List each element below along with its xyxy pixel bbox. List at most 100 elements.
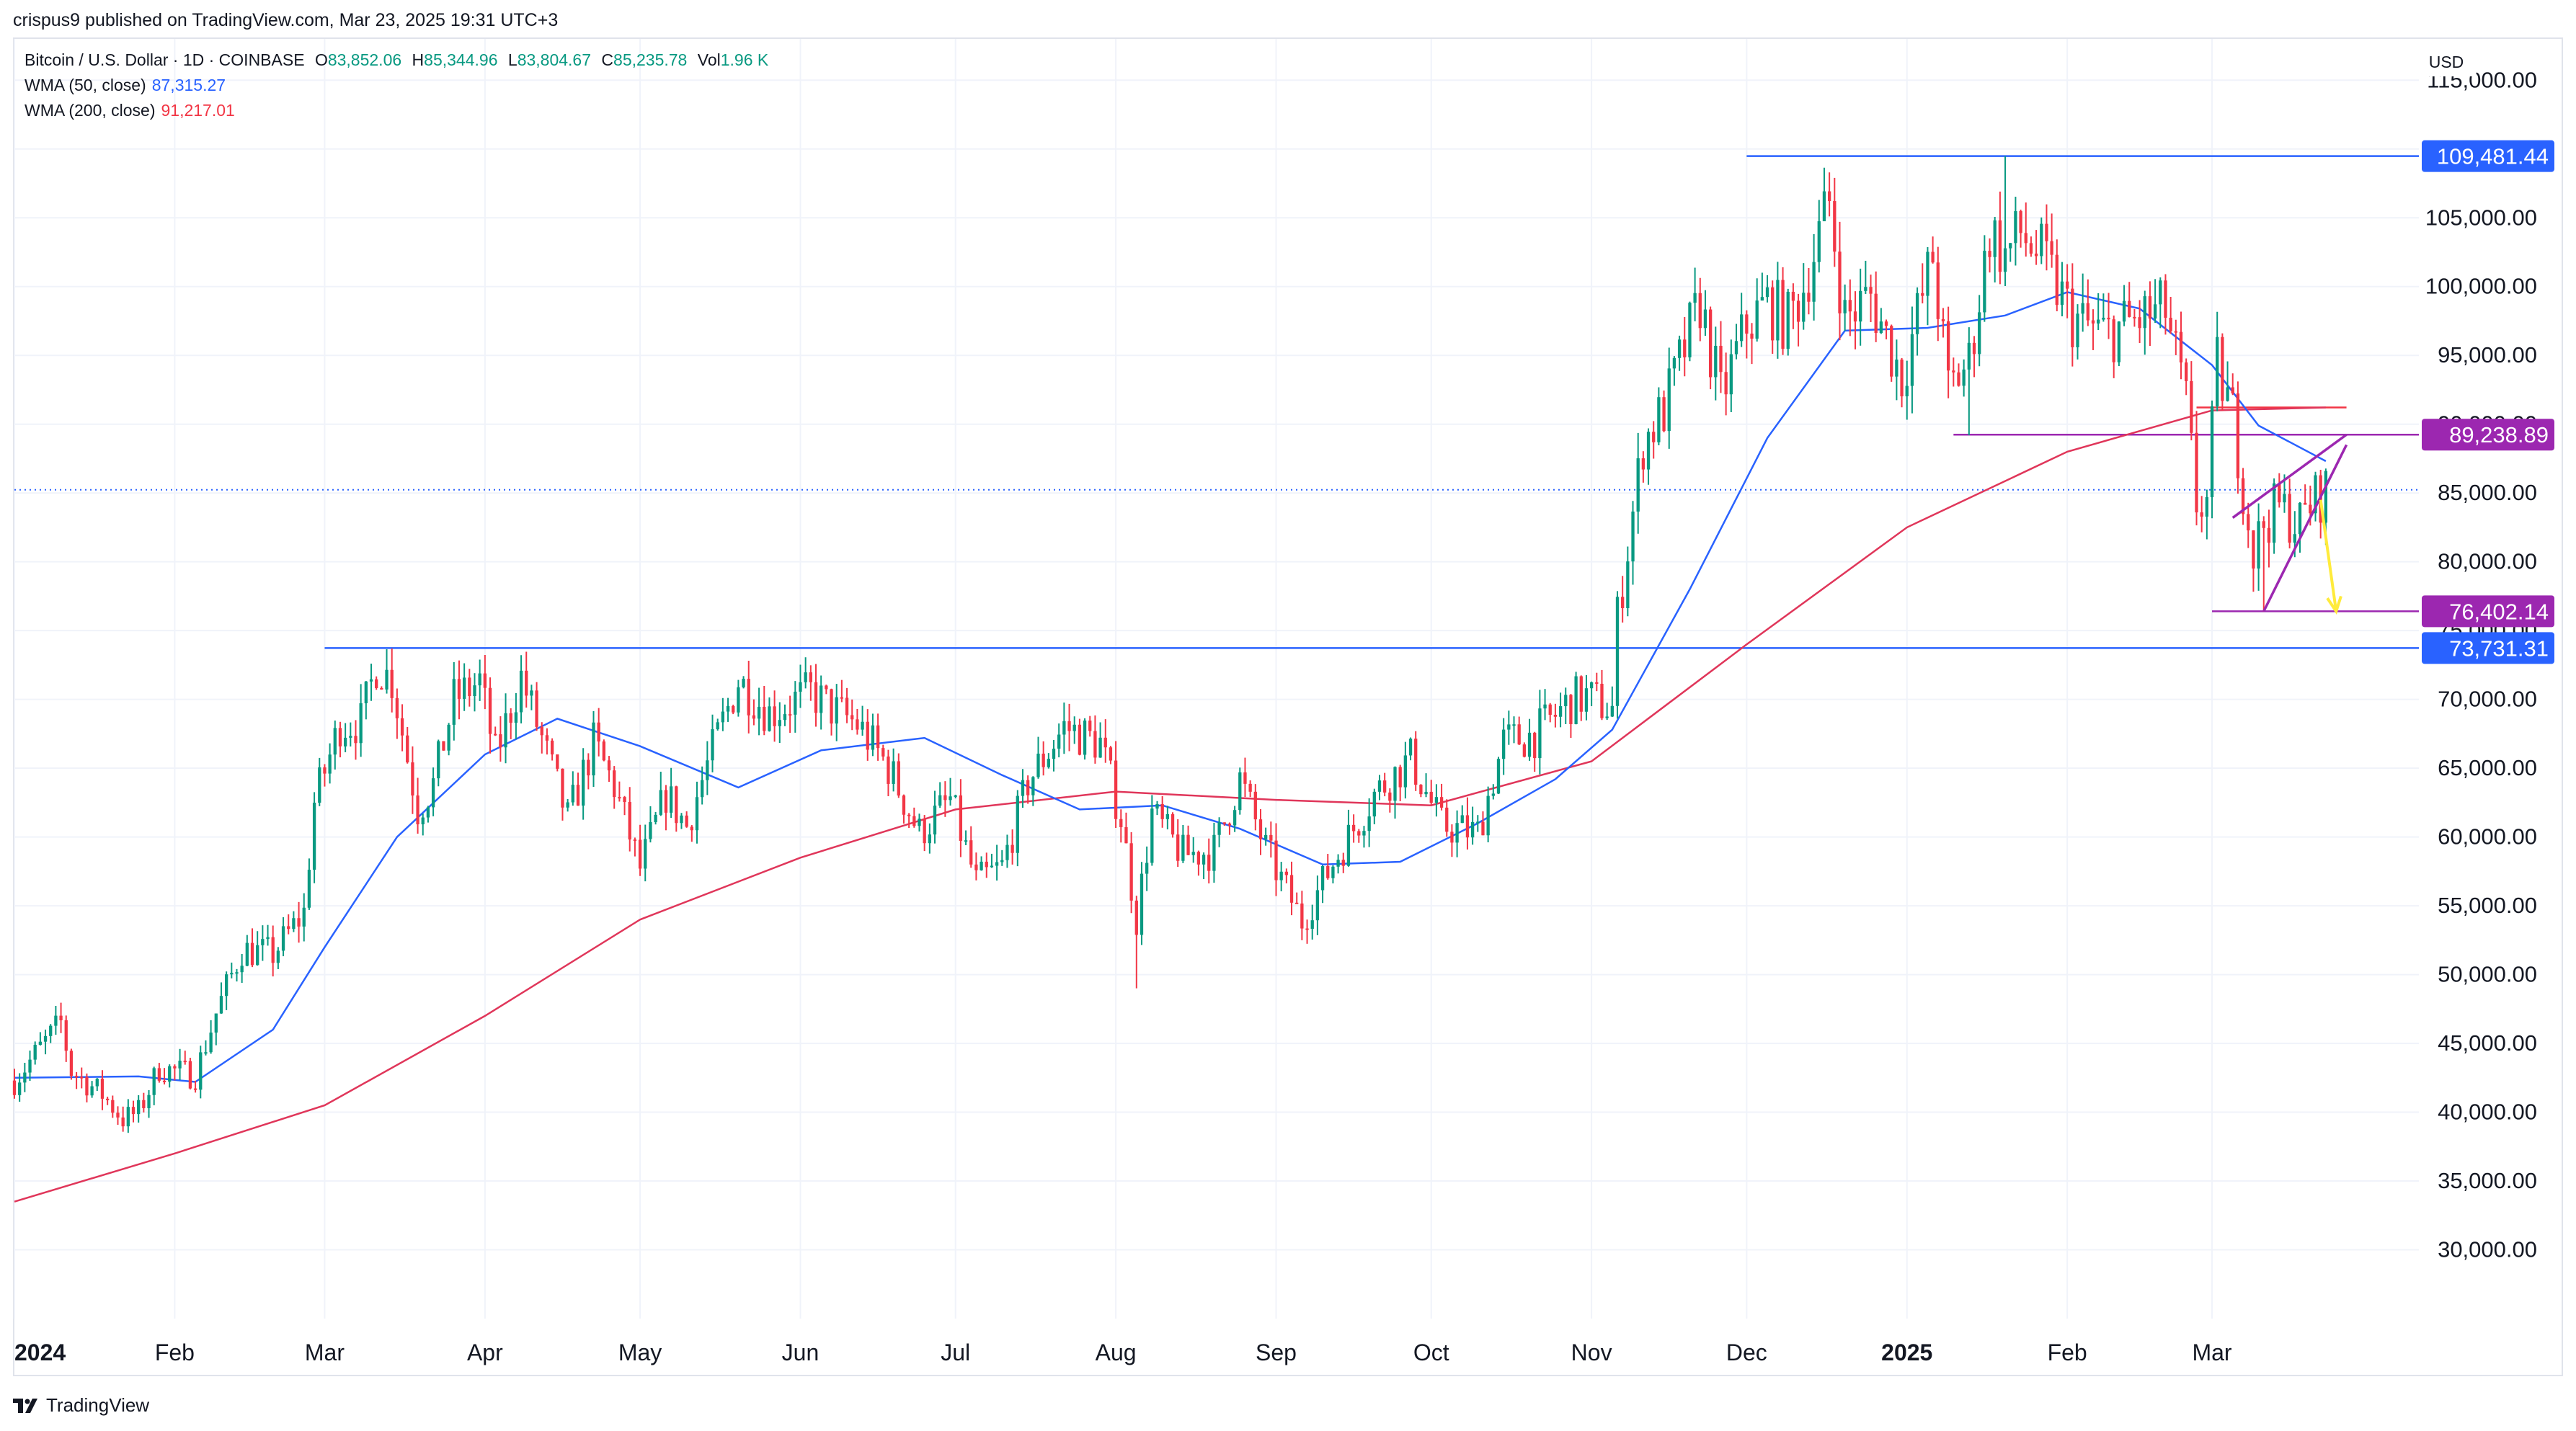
- candle-up: [1165, 813, 1169, 819]
- candle-down: [1708, 309, 1713, 378]
- candle-up: [1455, 823, 1459, 843]
- y-tick-label: 95,000.00: [2438, 342, 2537, 367]
- candle-down: [1941, 318, 1945, 321]
- candle-down: [2174, 331, 2177, 333]
- candle-up: [90, 1086, 94, 1096]
- candle-up: [1320, 866, 1325, 891]
- candle-up: [768, 706, 771, 731]
- candle-up: [1615, 597, 1620, 706]
- candle-down: [1160, 803, 1164, 819]
- candle-up: [726, 705, 730, 712]
- candle-up: [224, 974, 228, 997]
- candle-up: [178, 1061, 182, 1069]
- candle-down: [1326, 866, 1330, 878]
- candle-down: [1641, 458, 1645, 470]
- candle-down: [1429, 791, 1433, 803]
- candle-down: [2309, 504, 2312, 514]
- candle-down: [1171, 813, 1175, 835]
- wma200-line: [14, 406, 2326, 1203]
- candle-down: [1243, 772, 1247, 784]
- candle-up: [1512, 724, 1516, 726]
- candle-up: [1962, 369, 1966, 386]
- candle-down: [1569, 695, 1573, 724]
- candle-up: [23, 1072, 27, 1083]
- candle-up: [1905, 385, 1909, 397]
- candle-up: [1538, 708, 1542, 759]
- open-value: 83,852.06: [327, 50, 402, 69]
- candle-up: [995, 862, 999, 866]
- candle-down: [271, 937, 275, 963]
- symbol-title[interactable]: Bitcoin / U.S. Dollar · 1D · COINBASE: [25, 50, 305, 69]
- candle-down: [1295, 902, 1299, 904]
- candle-up: [964, 840, 968, 842]
- candle-down: [80, 1076, 84, 1079]
- candle-up: [235, 972, 239, 974]
- candle-up: [1859, 290, 1862, 322]
- candle-up: [804, 672, 807, 682]
- candle-up: [1626, 561, 1630, 608]
- wedge-lower-line: [2262, 444, 2348, 612]
- candle-down: [1196, 852, 1201, 865]
- candle-down: [121, 1117, 125, 1127]
- candle-up: [1031, 777, 1035, 795]
- candle-down: [2247, 514, 2250, 531]
- candle-down: [2050, 241, 2053, 255]
- candle-down: [2055, 254, 2058, 306]
- candle-up: [1047, 759, 1050, 767]
- candle-down: [1388, 792, 1392, 801]
- candle-down: [1450, 832, 1454, 843]
- candle-up: [1202, 855, 1206, 865]
- candle-down: [1041, 753, 1045, 767]
- candle-up: [1491, 793, 1495, 796]
- candle-up: [421, 817, 425, 824]
- candle-up: [1776, 280, 1780, 341]
- candle-down: [912, 816, 916, 826]
- candle-down: [1109, 747, 1113, 761]
- candle-down: [2066, 281, 2069, 289]
- candle-up: [835, 697, 838, 724]
- wma50-curve: [14, 291, 2327, 1083]
- candle-up: [2314, 475, 2317, 514]
- candle-up: [2153, 304, 2157, 319]
- candle-up: [452, 679, 456, 725]
- candle-down: [2179, 331, 2183, 363]
- candle-up: [566, 802, 569, 808]
- candle-up: [669, 786, 673, 813]
- candle-down: [1874, 293, 1878, 334]
- candle-up: [230, 973, 234, 975]
- candle-down: [540, 726, 543, 736]
- y-tick-label: 60,000.00: [2438, 824, 2537, 850]
- candle-down: [618, 797, 621, 799]
- candle-up: [1978, 312, 1981, 355]
- currency-button[interactable]: USD: [2416, 48, 2477, 76]
- legend-wma200-row[interactable]: WMA (200, close) 91,217.01: [25, 98, 768, 123]
- candle-down: [1067, 721, 1071, 731]
- candle-down: [1227, 823, 1232, 826]
- candle-down: [406, 735, 409, 763]
- candle-down: [1848, 300, 1852, 312]
- candle-up: [721, 711, 725, 723]
- candle-up: [706, 760, 709, 780]
- volume-value: 1.96 K: [720, 50, 769, 69]
- candle-up: [1760, 297, 1764, 301]
- candle-up: [659, 790, 662, 815]
- tradingview-brand[interactable]: TradingView: [13, 1394, 149, 1417]
- candle-down: [597, 722, 600, 742]
- candle-up: [1584, 688, 1589, 712]
- candle-down: [1305, 928, 1309, 930]
- legend-wma50-row[interactable]: WMA (50, close) 87,315.27: [25, 73, 768, 98]
- candle-down: [675, 786, 678, 824]
- candle-down: [1398, 767, 1402, 788]
- candle-up: [473, 685, 476, 697]
- price-level-labels: 109,481.44 89,238.89 76,402.14 73,731.31: [2422, 140, 2554, 664]
- y-tick-label: 100,000.00: [2425, 274, 2537, 299]
- candle-down: [638, 839, 642, 869]
- candle-up: [312, 803, 316, 870]
- candle-up: [1150, 808, 1154, 863]
- x-tick-label: 2024: [14, 1339, 66, 1365]
- wma200-label: WMA (200, close): [25, 101, 156, 120]
- y-tick-label: 65,000.00: [2438, 755, 2537, 780]
- candle-down: [1258, 819, 1263, 839]
- candle-down: [2086, 303, 2090, 321]
